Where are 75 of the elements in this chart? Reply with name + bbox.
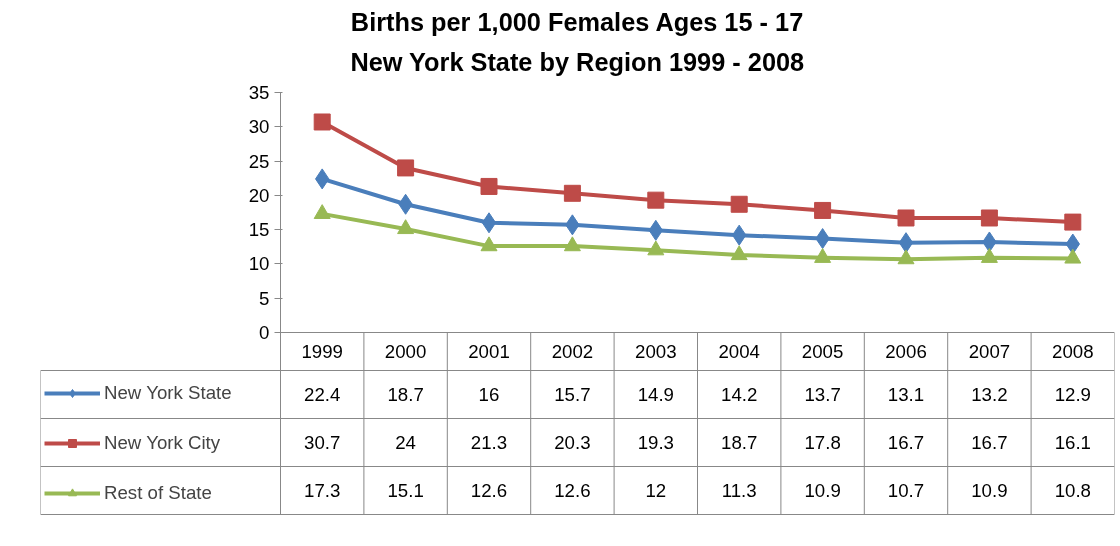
x-tick-label: 2004 xyxy=(718,341,760,362)
y-tick-label: 0 xyxy=(259,322,270,343)
data-label: 24 xyxy=(395,432,416,453)
data-label: 13.2 xyxy=(971,384,1008,405)
y-tick-label: 35 xyxy=(248,82,270,103)
point xyxy=(980,209,998,227)
y-tick-label: 10 xyxy=(248,253,270,275)
y-tick-label: 20 xyxy=(248,184,270,206)
point xyxy=(730,195,748,213)
point xyxy=(397,159,415,177)
point xyxy=(480,236,498,252)
legend-label: Rest of State xyxy=(104,482,212,504)
point xyxy=(1064,248,1082,264)
point xyxy=(647,240,665,256)
data-label: 19.3 xyxy=(637,432,674,453)
data-label: 18.7 xyxy=(721,432,758,453)
x-tick-label: 2003 xyxy=(635,341,677,362)
chart-subtitle: New York State by Region 1999 - 2008 xyxy=(350,47,805,76)
data-label: 30.7 xyxy=(304,432,341,453)
point xyxy=(814,201,832,219)
data-label: 12.6 xyxy=(554,480,591,501)
point xyxy=(814,248,832,263)
data-label: 10.8 xyxy=(1054,480,1091,501)
data-label: 21.3 xyxy=(470,432,508,453)
x-tick-label: 2001 xyxy=(468,341,510,362)
data-label: 15.7 xyxy=(554,384,591,405)
point xyxy=(898,232,914,254)
data-label: 10.7 xyxy=(887,480,925,501)
point xyxy=(563,184,581,202)
chart-title: Births per 1,000 Females Ages 15 - 17 xyxy=(350,7,804,36)
y-tick-label: 15 xyxy=(248,219,270,241)
data-label: 13.1 xyxy=(887,384,925,405)
data-label: 10.9 xyxy=(804,480,841,501)
y-tick-label: 5 xyxy=(259,287,270,309)
legend-label: New York State xyxy=(104,382,232,404)
data-label: 17.3 xyxy=(304,480,341,501)
data-label: 14.2 xyxy=(721,384,758,405)
point xyxy=(397,219,415,235)
data-label: 17.8 xyxy=(804,432,841,453)
point xyxy=(563,236,581,252)
point xyxy=(480,177,498,195)
legend-label: New York City xyxy=(104,432,221,454)
point xyxy=(313,204,331,219)
point xyxy=(897,249,915,265)
x-tick-label: 1999 xyxy=(301,341,343,362)
point xyxy=(730,245,748,261)
y-tick-label: 25 xyxy=(248,150,270,172)
point xyxy=(481,212,497,234)
data-label: 12 xyxy=(645,480,667,501)
data-label: 20.3 xyxy=(554,432,591,453)
x-tick-label: 2006 xyxy=(885,341,927,362)
point xyxy=(897,209,915,227)
x-tick-label: 2002 xyxy=(551,341,594,362)
data-label: 10.9 xyxy=(971,480,1008,501)
x-tick-label: 2007 xyxy=(968,341,1011,362)
y-tick-label: 30 xyxy=(248,116,270,138)
point xyxy=(1064,213,1082,231)
data-label: 18.7 xyxy=(387,384,424,405)
point xyxy=(647,191,665,209)
data-label: 12.9 xyxy=(1054,384,1091,405)
x-tick-label: 2000 xyxy=(384,341,427,362)
data-label: 16 xyxy=(478,384,500,405)
data-label: 22.4 xyxy=(304,384,341,405)
data-label: 15.1 xyxy=(387,480,424,501)
x-tick-label: 2005 xyxy=(801,341,844,362)
point xyxy=(313,113,331,131)
x-tick-label: 2008 xyxy=(1052,341,1094,362)
data-label: 13.7 xyxy=(804,384,841,405)
data-label: 16.7 xyxy=(971,432,1008,453)
point xyxy=(980,248,998,263)
data-label: 14.9 xyxy=(637,384,674,405)
data-label: 16.1 xyxy=(1054,432,1091,453)
data-label: 11.3 xyxy=(721,480,757,501)
data-label: 16.7 xyxy=(887,432,925,453)
data-label: 12.6 xyxy=(470,480,508,501)
